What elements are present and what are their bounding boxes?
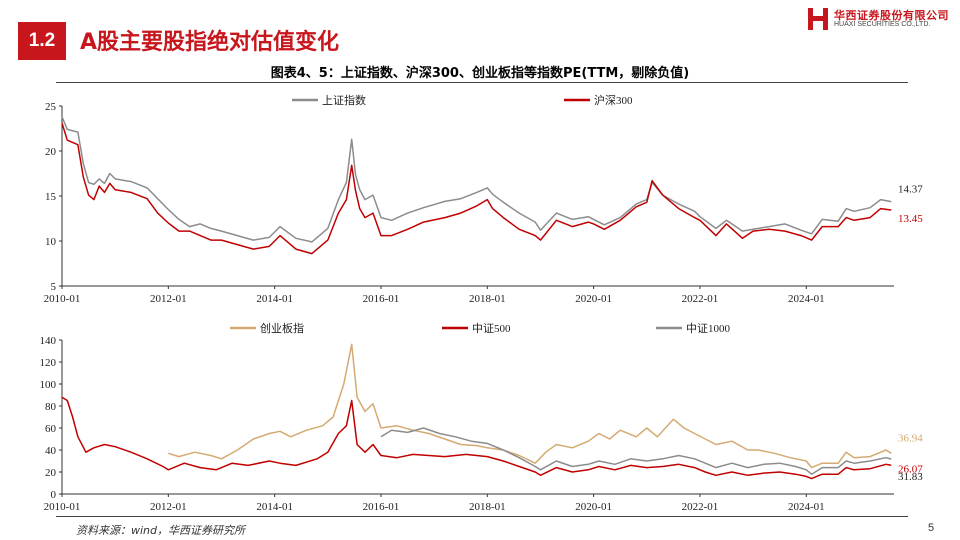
page-number: 5 (928, 522, 935, 534)
x-tick-label: 2022-01 (682, 501, 719, 513)
x-tick-label: 2014-01 (256, 293, 293, 305)
x-tick-label: 2020-01 (575, 293, 612, 305)
pe-chart-chinext-csi500-csi1000: 0 20 40 60 80 100 120 140 2010-01 2012-01 2014-01 2… (40, 321, 924, 513)
legend-label: 上证指数 (322, 93, 366, 107)
y-tick-label: 60 (45, 423, 57, 435)
y-tick-label: 15 (45, 191, 57, 203)
series-line (61, 122, 892, 255)
x-tick-label: 2014-01 (256, 501, 293, 513)
x-tick-label: 2016-01 (363, 293, 400, 305)
y-tick-label: 80 (45, 401, 57, 413)
logo-english-name: HUAXI SECURITIES CO.,LTD. (834, 21, 931, 28)
x-tick-label: 2012-01 (150, 501, 187, 513)
figure-title: 图表4、5：上证指数、沪深300、创业板指等指数PE(TTM，剔除负值) (270, 66, 690, 81)
x-tick-label: 2018-01 (469, 501, 506, 513)
x-tick-label: 2012-01 (150, 293, 187, 305)
x-tick-label: 2024-01 (788, 501, 825, 513)
x-tick-label: 2020-01 (575, 501, 612, 513)
logo-chinese-name: 华西证券股份有限公司 (834, 9, 949, 22)
end-value-label: 13.45 (898, 213, 923, 225)
series-line (61, 396, 892, 480)
series-line (61, 116, 892, 243)
page-title: A股主要股指绝对估值变化 (80, 30, 340, 55)
y-tick-label: 10 (45, 236, 57, 248)
y-tick-label: 40 (45, 445, 57, 457)
end-value-label: 14.37 (898, 184, 923, 196)
x-tick-label: 2022-01 (682, 293, 719, 305)
end-value-label: 36.94 (898, 432, 923, 444)
y-tick-label: 140 (40, 335, 57, 347)
series-line (168, 343, 892, 469)
x-tick-label: 2010-01 (44, 293, 81, 305)
x-tick-label: 2016-01 (363, 501, 400, 513)
end-value-label: 31.83 (898, 471, 923, 483)
y-tick-label: 100 (40, 379, 57, 391)
legend-label: 中证500 (472, 322, 511, 335)
y-tick-label: 20 (45, 146, 57, 158)
x-tick-label: 2018-01 (469, 293, 506, 305)
legend-label: 沪深300 (594, 93, 633, 107)
end-value-label: 26.07 (898, 463, 923, 475)
y-tick-label: 0 (51, 489, 57, 501)
source-note: 资料来源：wind，华西证券研究所 (76, 524, 246, 537)
title-rule-bottom (56, 516, 908, 517)
legend-label: 创业板指 (260, 321, 304, 335)
y-tick-label: 5 (51, 281, 57, 293)
x-tick-label: 2024-01 (788, 293, 825, 305)
title-rule-top (56, 82, 908, 83)
huaxi-logo-icon (808, 8, 828, 30)
section-number-badge: 1.2 (18, 22, 66, 60)
x-tick-label: 2010-01 (44, 501, 81, 513)
y-tick-label: 120 (40, 357, 57, 369)
company-logo: 华西证券股份有限公司 HUAXI SECURITIES CO.,LTD. (808, 6, 950, 32)
y-tick-label: 25 (45, 101, 57, 113)
pe-chart-shanghai-csi300: 5 10 15 20 25 2010-01 2012-01 2014-01 2016-01 201… (44, 93, 924, 305)
legend-label: 中证1000 (686, 322, 730, 335)
series-line (380, 427, 892, 475)
y-tick-label: 20 (45, 467, 57, 479)
